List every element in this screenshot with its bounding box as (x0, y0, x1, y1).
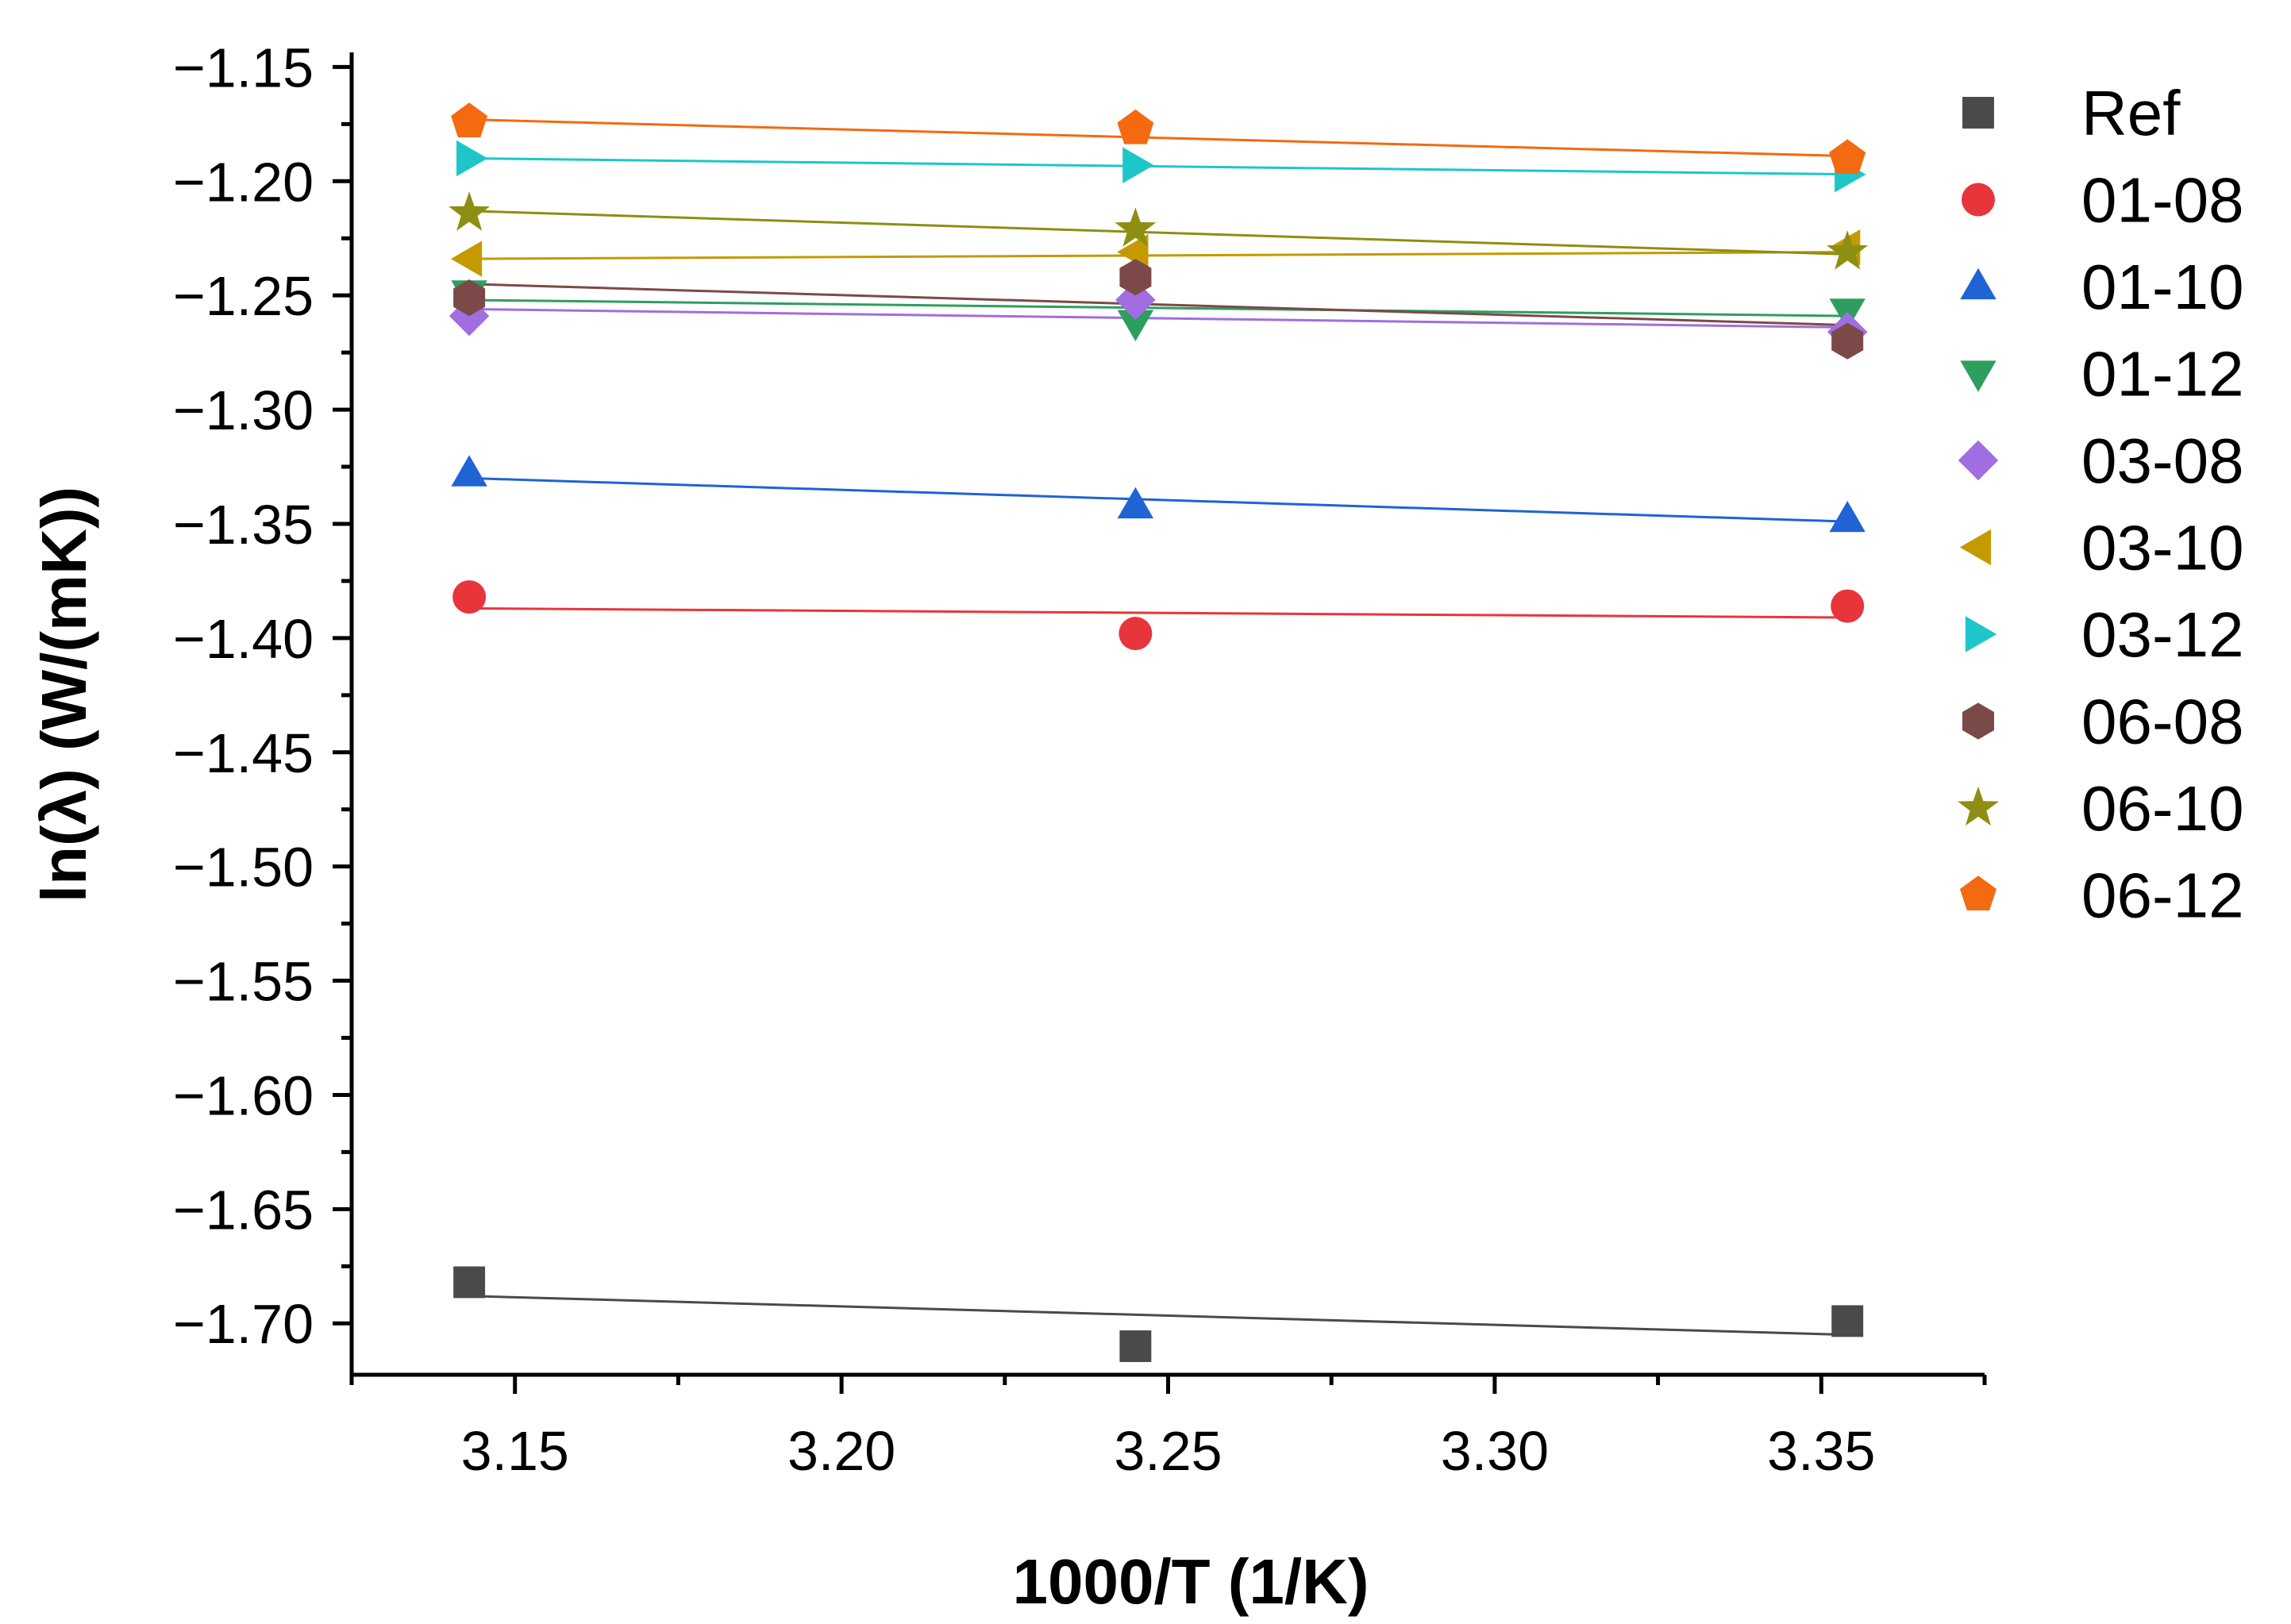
y-tick-label: −1.60 (173, 1064, 314, 1126)
point-03-12-2 (1122, 147, 1154, 183)
legend-marker-06-10 (1958, 786, 1999, 826)
y-axis-title: ln(λ) (W/(mK)) (29, 487, 99, 902)
y-tick-label: −1.30 (173, 379, 314, 441)
legend: Ref 01-08 01-10 01-12 03-08 03-10 03-12 06-08 06… (1958, 78, 2244, 931)
y-tick-label: −1.50 (173, 837, 314, 899)
point-01-12-2 (1117, 310, 1154, 341)
fit-line-01-10 (469, 476, 1848, 523)
legend-label-06-08: 06-08 (2081, 687, 2244, 757)
y-tick-label: −1.65 (173, 1179, 314, 1241)
x-tick-label: 3.15 (461, 1420, 569, 1482)
legend-marker-03-12 (1965, 616, 1997, 652)
legend-label-01-12: 01-12 (2081, 339, 2244, 410)
legend-marker-01-10 (1960, 267, 1996, 300)
legend-marker-06-12 (1960, 875, 1996, 910)
x-tick-label: 3.20 (787, 1420, 895, 1482)
point-06-12-2 (1117, 109, 1154, 144)
legend-label-01-08: 01-08 (2081, 165, 2244, 236)
legend-marker-01-08 (1962, 183, 1995, 217)
legend-marker-06-08 (1962, 702, 1994, 740)
point-06-10-1 (449, 191, 491, 231)
x-tick-label: 3.30 (1441, 1420, 1549, 1482)
fit-line-06-12 (469, 118, 1848, 158)
point-06-08-2 (1119, 259, 1152, 296)
point-01-10-3 (1829, 501, 1866, 533)
y-tick-label: −1.70 (173, 1293, 314, 1355)
y-tick-label: −1.35 (173, 494, 314, 556)
legend-label-03-10: 03-10 (2081, 513, 2244, 583)
point-03-08-2 (1115, 279, 1156, 321)
fit-line-01-12 (469, 298, 1848, 317)
point-06-12-3 (1829, 139, 1866, 174)
legend-marker-03-10 (1959, 529, 1992, 566)
fit-line-01-08 (469, 606, 1848, 619)
fit-line-06-10 (469, 210, 1848, 256)
legend-label-06-12: 06-12 (2081, 860, 2244, 931)
legend-label-03-08: 03-08 (2081, 425, 2244, 496)
legend-marker-ref (1962, 97, 1994, 129)
point-06-08-3 (1831, 322, 1864, 360)
point-06-10-3 (1827, 230, 1869, 270)
x-tick-label: 3.35 (1767, 1420, 1875, 1482)
point-03-10-2 (1117, 233, 1149, 271)
point-06-12-1 (451, 102, 488, 137)
point-01-08-1 (452, 580, 487, 614)
point-01-08-3 (1831, 589, 1865, 623)
y-tick-label: −1.45 (173, 722, 314, 784)
data-markers (449, 102, 1869, 1362)
fit-line-03-10 (469, 251, 1848, 260)
fit-line-06-08 (469, 283, 1848, 327)
point-ref-3 (1831, 1305, 1864, 1337)
x-axis-title: 1000/T (1/K) (1012, 1546, 1369, 1617)
x-tick-label: 3.25 (1114, 1420, 1222, 1482)
point-03-10-1 (450, 241, 483, 277)
point-06-10-2 (1115, 207, 1157, 247)
y-tick-label: −1.55 (173, 951, 314, 1013)
fit-line-03-12 (469, 157, 1848, 176)
point-06-08-1 (453, 279, 486, 317)
legend-marker-03-08 (1958, 440, 1999, 481)
fit-line-03-08 (469, 307, 1848, 329)
legend-label-01-10: 01-10 (2081, 252, 2244, 322)
point-01-10-2 (1117, 487, 1154, 519)
axes: −1.15 −1.20 −1.25 −1.30 −1.35 −1.40 −1.45 −1.50… (173, 37, 1987, 1482)
y-tick-label: −1.20 (173, 151, 314, 213)
legend-marker-01-12 (1960, 360, 1996, 392)
fit-line-ref (469, 1295, 1848, 1337)
fit-lines (469, 118, 1848, 1337)
point-03-12-1 (456, 140, 488, 177)
legend-label-03-12: 03-12 (2081, 599, 2244, 670)
legend-label-06-10: 06-10 (2081, 773, 2244, 844)
point-01-08-2 (1119, 617, 1153, 651)
y-tick-label: −1.25 (173, 265, 314, 327)
point-ref-2 (1119, 1330, 1152, 1362)
point-ref-1 (453, 1266, 486, 1299)
legend-label-ref: Ref (2081, 78, 2181, 148)
y-tick-label: −1.40 (173, 608, 314, 670)
y-tick-label: −1.15 (173, 37, 314, 98)
point-01-10-1 (451, 455, 487, 487)
